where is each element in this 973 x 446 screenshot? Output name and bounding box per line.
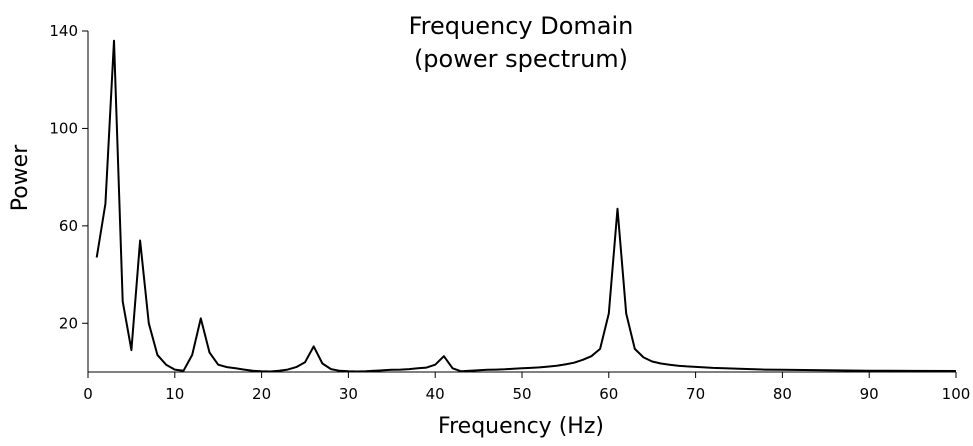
x-tick-label: 100 [942, 385, 971, 403]
y-tick-label: 100 [49, 119, 78, 137]
y-tick-label: 140 [49, 22, 78, 40]
chart-subtitle: (power spectrum) [414, 45, 628, 73]
chart-title: Frequency Domain [409, 12, 634, 40]
x-tick-label: 70 [686, 385, 705, 403]
x-tick-label: 0 [83, 385, 93, 403]
x-tick-label: 20 [252, 385, 271, 403]
x-axis-label: Frequency (Hz) [438, 414, 604, 439]
x-tick-label: 10 [165, 385, 184, 403]
x-axis-ticks: 0 10 20 30 40 50 60 70 80 90 100 [83, 372, 970, 403]
x-tick-label: 40 [426, 385, 445, 403]
x-tick-label: 30 [339, 385, 358, 403]
x-tick-label: 80 [773, 385, 792, 403]
x-tick-label: 90 [860, 385, 879, 403]
y-axis-ticks: 20 60 100 140 [49, 22, 88, 332]
y-tick-label: 60 [59, 217, 78, 235]
x-tick-label: 60 [599, 385, 618, 403]
x-tick-label: 50 [512, 385, 531, 403]
power-spectrum-line [95, 39, 957, 373]
y-tick-label: 20 [59, 314, 78, 332]
y-axis-label: Power [8, 144, 33, 211]
